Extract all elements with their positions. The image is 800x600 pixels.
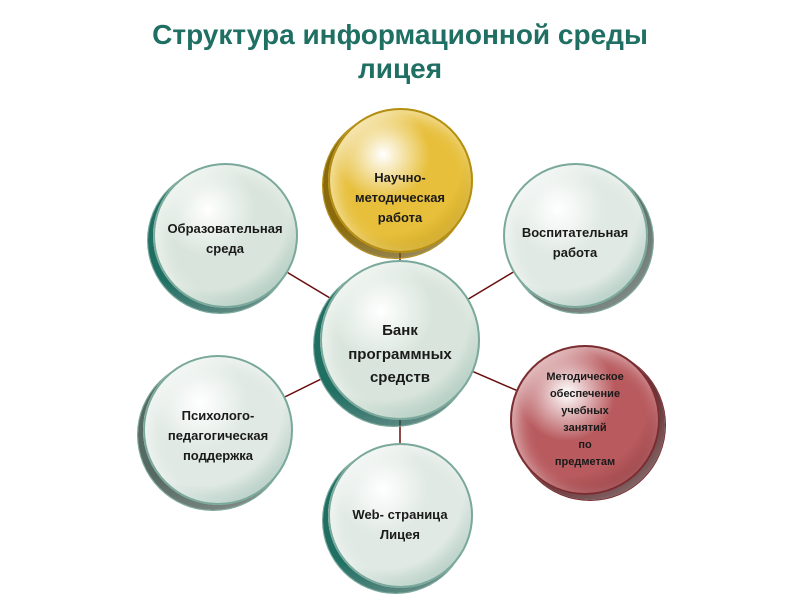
node-center: Банк программных средств — [320, 260, 480, 420]
node-upbringing: Воспитательная работа — [503, 163, 648, 308]
node-method-support-label: Методическое обеспечение учебных занятий… — [540, 363, 629, 477]
page-title: Структура информационной среды лицея — [0, 0, 800, 85]
node-psych-label: Психолого- педагогическая поддержка — [162, 400, 274, 472]
diagram-stage: Научно- методическая работа Воспитательна… — [0, 85, 800, 600]
node-edu-env: Образовательная среда — [153, 163, 298, 308]
node-center-label: Банк программных средств — [342, 313, 458, 395]
node-psych: Психолого- педагогическая поддержка — [143, 355, 293, 505]
node-method-support: Методическое обеспечение учебных занятий… — [510, 345, 660, 495]
node-web: Web- страница Лицея — [328, 443, 473, 588]
node-edu-env-label: Образовательная среда — [161, 213, 288, 265]
node-scientific-label: Научно- методическая работа — [349, 162, 451, 234]
node-upbringing-label: Воспитательная работа — [516, 217, 634, 269]
node-web-label: Web- страница Лицея — [346, 499, 453, 551]
node-scientific: Научно- методическая работа — [328, 108, 473, 253]
